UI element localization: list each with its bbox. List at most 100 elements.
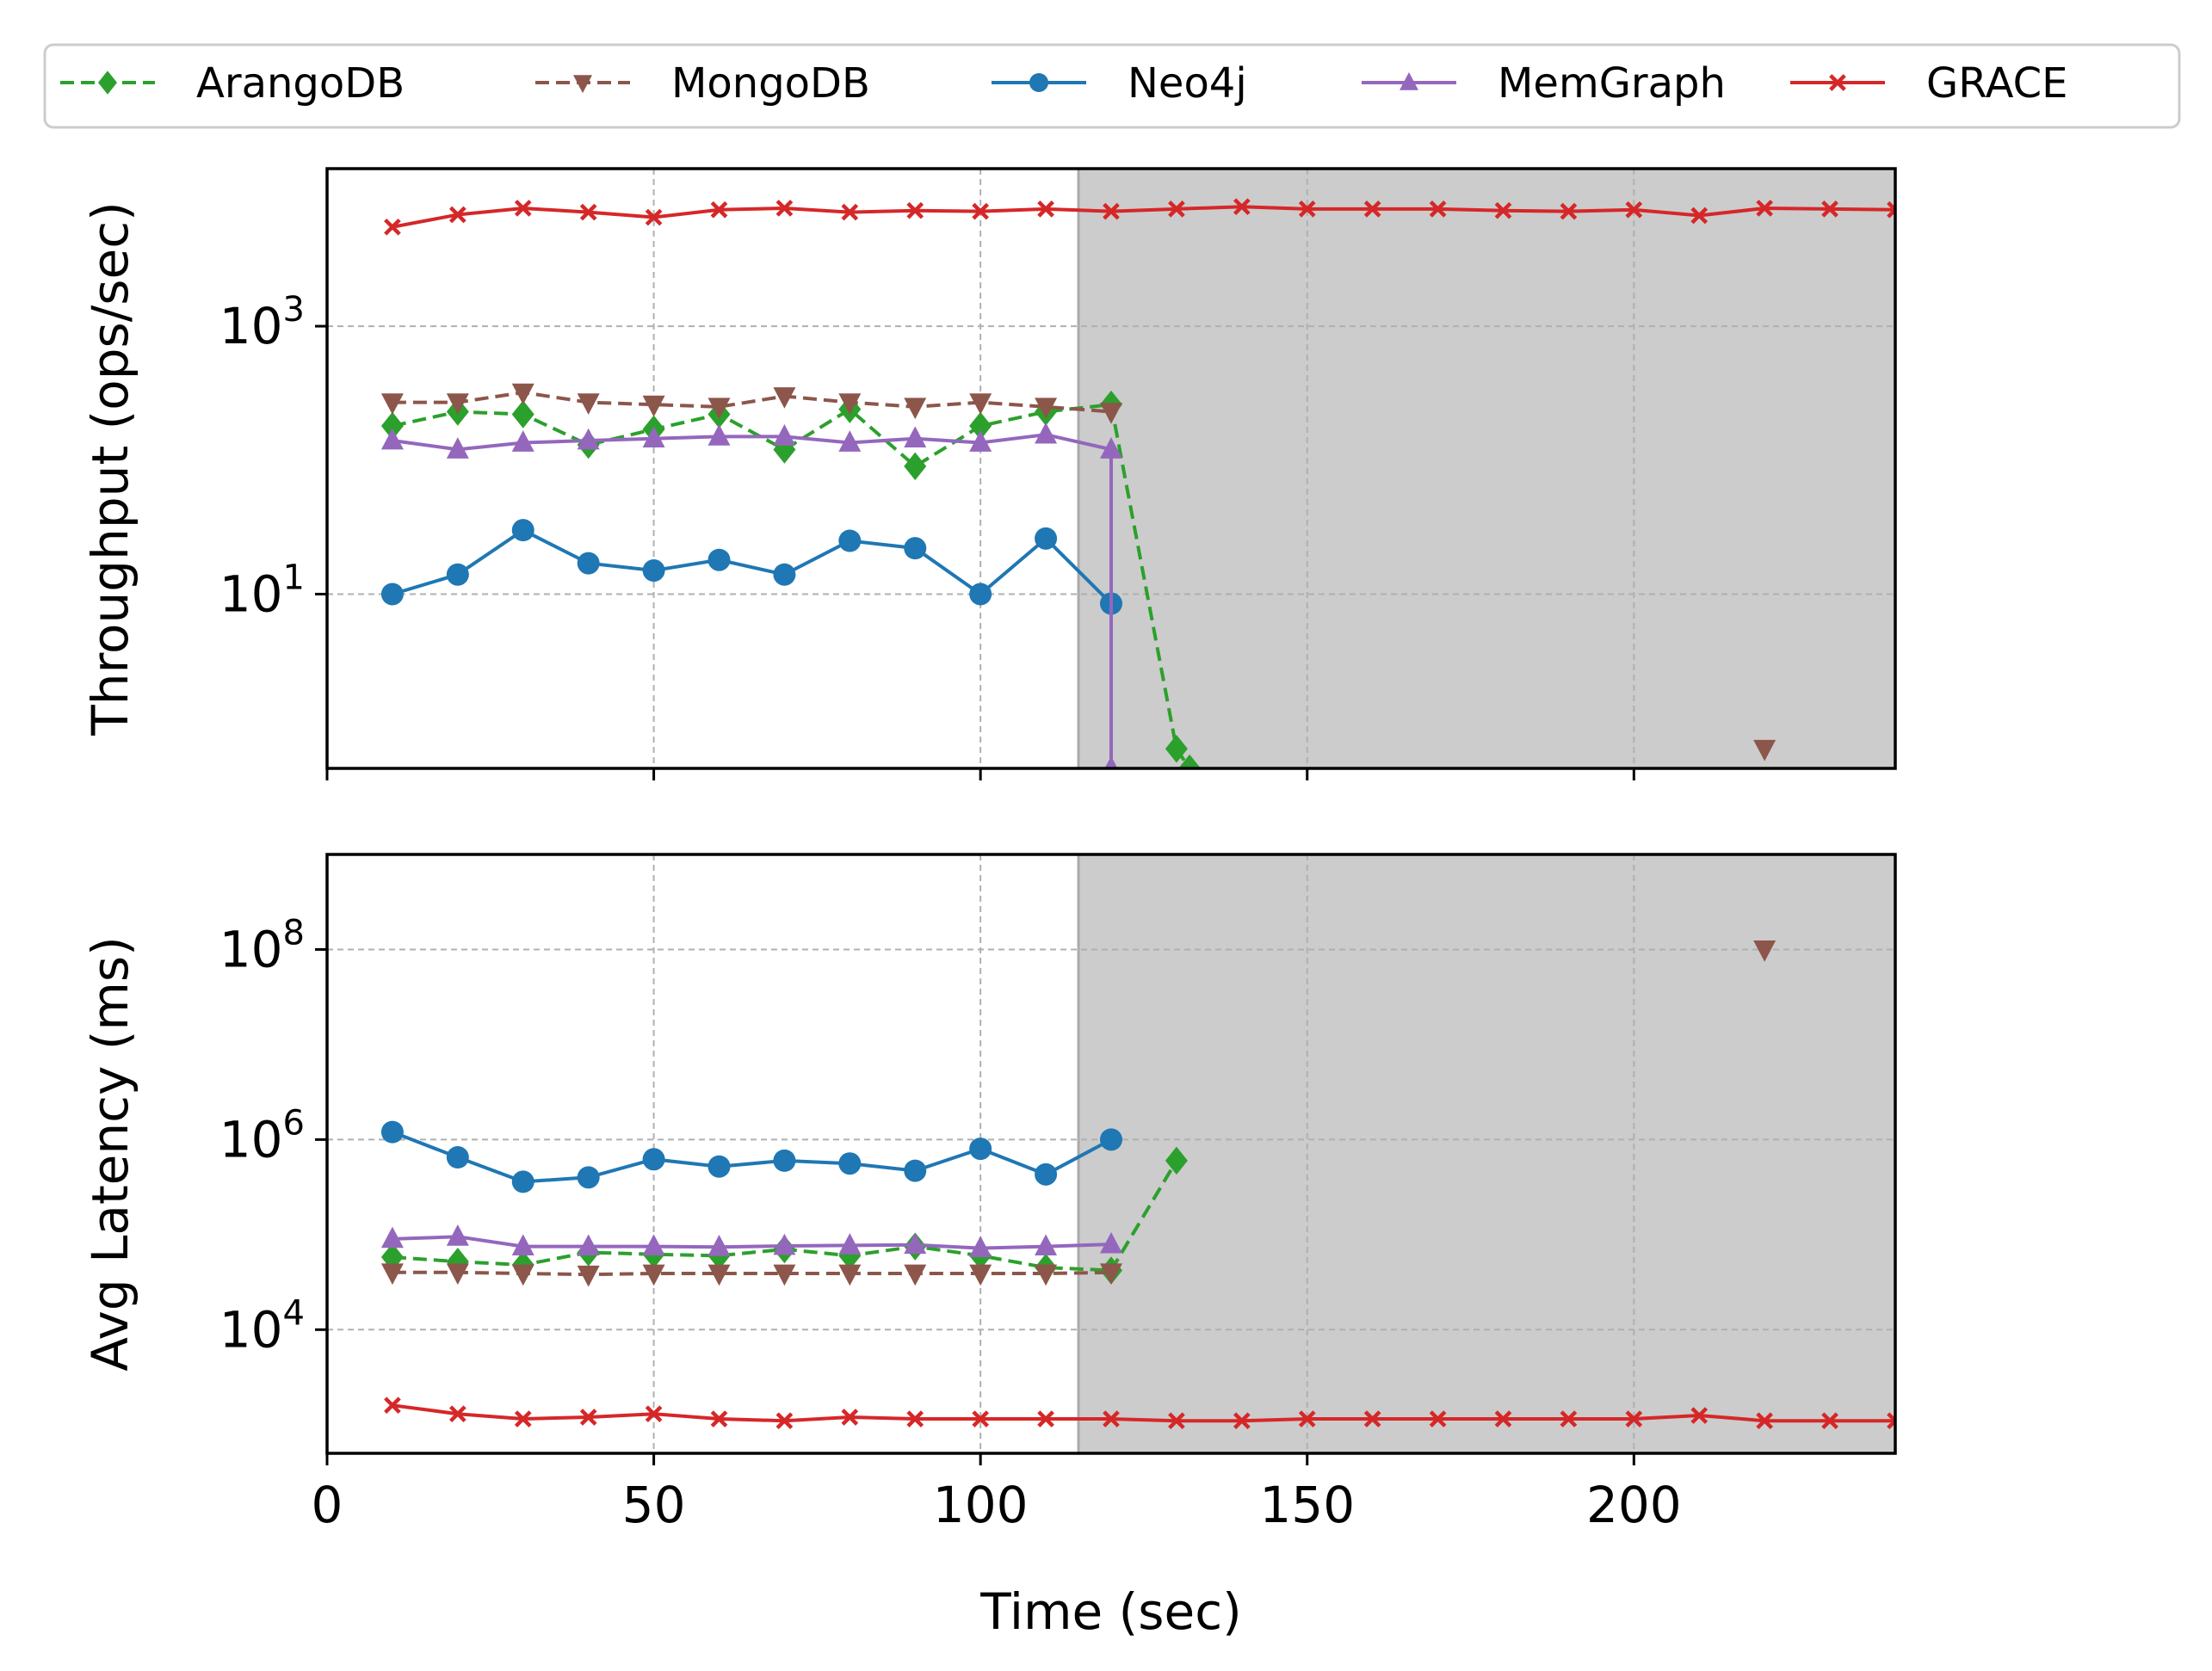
data-point-neo4j [642, 559, 665, 583]
y-tick-label: 103 [219, 290, 305, 355]
data-point-grace [1298, 200, 1316, 218]
data-point-mongodb [380, 393, 404, 415]
data-point-memgraph [577, 1234, 600, 1256]
data-point-neo4j [577, 552, 600, 575]
data-point-mongodb [969, 1264, 992, 1286]
data-point-memgraph [1104, 755, 1118, 768]
data-point-mongodb [577, 1265, 600, 1287]
data-point-arangodb [511, 400, 534, 429]
shaded-region [1078, 854, 1895, 1453]
data-point-neo4j [838, 529, 862, 552]
y-tick-label: 101 [219, 558, 305, 623]
data-point-grace [1494, 1410, 1512, 1427]
data-point-mongodb [1753, 940, 1776, 962]
data-point-grace [1037, 200, 1054, 218]
data-point-memgraph [838, 1233, 862, 1255]
data-point-grace [514, 1410, 532, 1427]
data-point-grace [1298, 1410, 1316, 1427]
data-point-mongodb [1035, 398, 1058, 420]
series-line-memgraph [392, 1235, 1112, 1250]
data-point-grace [1168, 200, 1185, 218]
data-point-arangodb [380, 411, 404, 441]
data-point-neo4j [707, 548, 731, 571]
legend-label: Neo4j [1128, 59, 1247, 108]
legend-entry: GRACE [1790, 59, 2067, 108]
data-point-neo4j [838, 1152, 862, 1175]
data-point-grace [972, 1410, 990, 1427]
data-point-neo4j [773, 563, 796, 586]
data-point-grace [1756, 1412, 1774, 1430]
data-point-grace [1494, 201, 1512, 219]
y-tick-label: 104 [219, 1293, 305, 1359]
data-point-mongodb [838, 1264, 862, 1286]
data-point-mongodb [707, 398, 731, 420]
data-point-memgraph [1100, 1231, 1122, 1254]
data-point-grace [448, 1405, 466, 1423]
data-point-grace [710, 200, 728, 219]
data-point-memgraph [707, 1234, 731, 1256]
data-point-memgraph [773, 1233, 796, 1255]
legend-entry: MemGraph [1362, 59, 1726, 108]
legend-label: ArangoDB [196, 59, 405, 108]
y-tick-label: 106 [219, 1103, 305, 1168]
data-point-grace [1560, 202, 1578, 220]
data-point-grace [384, 1397, 401, 1415]
data-point-memgraph [380, 1226, 404, 1249]
data-point-grace [645, 1405, 663, 1423]
legend-label: MongoDB [671, 59, 870, 108]
data-point-grace [1625, 1410, 1643, 1427]
data-point-mongodb [1753, 739, 1776, 762]
x-tick-label: 150 [1259, 1476, 1355, 1534]
series-line-arangodb [392, 403, 1191, 768]
legend-entry: MongoDB [535, 59, 870, 108]
data-point-memgraph [446, 437, 469, 459]
legend-frame [43, 43, 2181, 129]
data-point-grace [1363, 200, 1381, 218]
data-point-mongodb [904, 1264, 927, 1286]
series-line-mongodb [392, 391, 1112, 414]
data-point-neo4j [446, 1146, 469, 1169]
data-point-grace [1103, 202, 1120, 220]
data-point-mongodb [773, 1264, 796, 1286]
data-point-memgraph [904, 426, 927, 448]
circle-marker-icon [1029, 73, 1048, 92]
data-point-grace [1429, 200, 1447, 218]
data-point-memgraph [446, 1224, 469, 1246]
data-point-memgraph [642, 426, 665, 448]
data-point-grace [841, 203, 859, 221]
data-point-neo4j [969, 1138, 992, 1161]
data-point-mongodb [380, 1263, 404, 1286]
data-point-neo4j [1035, 527, 1058, 550]
data-point-neo4j [511, 519, 534, 542]
data-point-neo4j [904, 1159, 927, 1182]
series-line-mongodb [392, 1270, 1112, 1277]
data-point-arangodb [773, 435, 796, 464]
y-tick-label: 108 [219, 913, 305, 978]
data-point-mongodb [446, 393, 469, 415]
data-point-grace [710, 1410, 728, 1427]
data-point-grace [972, 202, 990, 220]
data-point-grace [775, 1412, 794, 1430]
data-point-mongodb [446, 1263, 469, 1286]
y-axis-label: Avg Latency (ms) [81, 936, 139, 1372]
series-line-neo4j [392, 1130, 1112, 1184]
data-point-neo4j [904, 537, 927, 560]
legend-label: GRACE [1926, 59, 2067, 108]
data-point-grace [906, 201, 924, 219]
data-point-mongodb [838, 393, 862, 415]
data-point-mongodb [642, 1264, 665, 1286]
data-point-grace [448, 206, 466, 224]
data-point-grace [1756, 200, 1774, 217]
axes-frame [325, 853, 1897, 1455]
data-point-mongodb [1100, 403, 1122, 424]
data-point-memgraph [969, 430, 992, 452]
data-point-grace [1625, 200, 1643, 219]
data-point-neo4j [380, 1120, 404, 1144]
data-point-grace [1887, 200, 1895, 219]
triangle-up-marker-icon [1399, 71, 1418, 90]
series-line-grace [392, 1403, 1895, 1423]
diamond-marker-icon [98, 71, 117, 95]
x-tick-label: 50 [622, 1476, 686, 1534]
axes-frame [325, 167, 1897, 770]
